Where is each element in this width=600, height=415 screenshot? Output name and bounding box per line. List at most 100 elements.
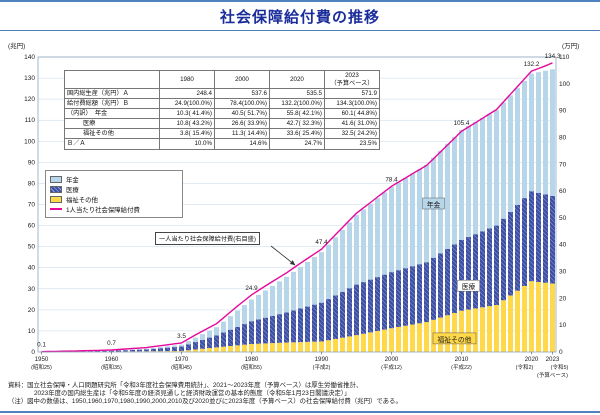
bar-medical — [319, 302, 324, 342]
bar-medical — [242, 324, 247, 345]
bar-medical — [312, 304, 317, 342]
bar-medical — [445, 248, 450, 316]
source-notes: 資料：国立社会保障・人口問題研究所「令和3年度社会保障費用統計」、2021～20… — [8, 382, 594, 405]
bar-welfare — [319, 341, 324, 352]
bar-pension — [326, 244, 331, 300]
table-cell: 42.7( 32.3%) — [269, 118, 325, 130]
bar-welfare — [165, 351, 170, 352]
bar-medical — [221, 332, 226, 347]
bar-welfare — [228, 346, 233, 352]
x-tick-era: (昭和45) — [171, 363, 192, 371]
bar-medical — [501, 218, 506, 301]
bar-pension — [137, 349, 142, 350]
annotation-arrow — [270, 245, 296, 266]
bar-welfare — [263, 343, 268, 352]
right-tick-label: 20 — [559, 295, 567, 302]
bar-welfare — [424, 322, 429, 352]
table-cell: 23.5% — [324, 138, 380, 150]
table-row-label: 福祉その他 — [64, 128, 160, 140]
legend-item: 1人当たり社会保障給付費 — [50, 204, 178, 214]
right-tick-label: 70 — [559, 161, 567, 168]
table-row-label: Ｂ／Ａ — [64, 138, 160, 150]
bar-medical — [102, 350, 107, 352]
bar-welfare — [354, 335, 359, 352]
bar-pension — [347, 222, 352, 289]
bar-medical — [144, 349, 149, 352]
left-tick-label: 130 — [24, 75, 35, 82]
bar-pension — [459, 129, 464, 240]
bar-pension — [214, 327, 219, 336]
bar-pension — [298, 266, 303, 309]
left-tick-label: 60 — [28, 223, 36, 230]
bar-pension — [312, 257, 317, 305]
bar-medical — [473, 234, 478, 309]
bar-pension — [263, 290, 268, 318]
left-tick-label: 20 — [28, 307, 36, 314]
left-tick-label: 110 — [25, 117, 36, 124]
bar-medical — [298, 308, 303, 343]
bar-welfare — [494, 305, 499, 352]
left-tick-label: 120 — [24, 96, 35, 103]
table-row: 国内総生産（兆円）Ａ 248.4 537.6 535.5 571.9 — [64, 88, 380, 100]
table-cell: 132.2(100.0%) — [269, 98, 325, 110]
bar-pension — [452, 136, 457, 245]
bar-welfare — [473, 308, 478, 352]
bar-medical — [123, 350, 128, 352]
bar-pension — [172, 345, 177, 348]
bar-medical — [543, 194, 548, 283]
bar-welfare — [501, 300, 506, 352]
bar-pension — [270, 285, 275, 316]
bar-medical — [214, 335, 219, 348]
bar-pension — [494, 109, 499, 226]
table-cell: 3.8( 15.4%) — [159, 128, 215, 140]
bar-medical — [81, 351, 86, 352]
value-label: 3.5 — [177, 333, 186, 340]
bar-pension — [291, 271, 296, 311]
bar-pension — [144, 348, 149, 350]
bar-pension — [130, 349, 135, 350]
x-tick-era: (昭和35) — [101, 363, 122, 371]
bar-pension — [382, 192, 387, 275]
bar-medical — [494, 225, 499, 306]
band-label: 年金 — [427, 200, 441, 209]
bar-welfare — [389, 328, 394, 352]
table-cell: 24.9(100.0%) — [159, 98, 215, 110]
value-label: 47.4 — [315, 239, 328, 246]
line-swatch — [50, 208, 62, 210]
table-cell: 40.5( 51.7%) — [214, 108, 270, 120]
bar-pension — [487, 113, 492, 229]
bar-medical — [452, 244, 457, 313]
x-tick-extra: (予算ベース) — [537, 371, 568, 379]
bar-pension — [340, 229, 345, 292]
right-tick-label: 90 — [559, 108, 567, 115]
bar-pension — [375, 198, 380, 278]
bar-welfare — [550, 283, 555, 352]
bar-pension — [480, 117, 485, 232]
bar-welfare — [515, 290, 520, 352]
table-row: （内訳） 年金 10.3( 41.4%) 40.5( 51.7%) 55.8( 42.… — [64, 108, 380, 120]
bar-medical — [151, 348, 156, 352]
bar-medical — [396, 270, 401, 327]
bar-medical — [95, 350, 100, 352]
title-underline — [0, 30, 600, 31]
bar-medical — [291, 310, 296, 343]
bar-pension — [165, 346, 170, 348]
table-col-header: 2023 （予算ベース） — [324, 69, 380, 90]
bar-welfare — [256, 343, 261, 352]
left-tick-label: 140 — [24, 54, 35, 61]
bar-medical — [347, 288, 352, 337]
x-tick-year: 2020 — [525, 356, 539, 363]
bar-pension — [235, 310, 240, 327]
legend-item: 年金 — [50, 174, 178, 184]
per-capita-line — [41, 62, 553, 353]
bar-pension — [396, 182, 401, 271]
bar-pension — [151, 347, 156, 349]
bar-medical — [263, 317, 268, 344]
bar-pension — [319, 252, 324, 303]
band-label: 医療 — [462, 282, 476, 291]
x-tick-era: (平成2) — [313, 363, 331, 371]
bar-pension — [158, 347, 163, 349]
bar-pension — [186, 341, 191, 345]
bar-pension — [228, 316, 233, 330]
left-tick-label: 10 — [28, 328, 36, 335]
